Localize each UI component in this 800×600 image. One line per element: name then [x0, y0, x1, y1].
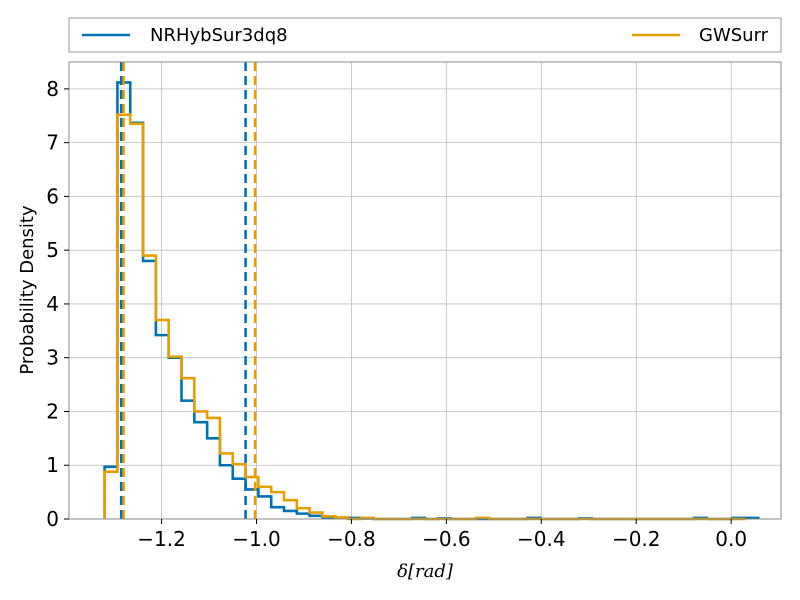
x-tick-label-0: −1.2: [137, 527, 186, 551]
x-tick-label-5: −0.2: [612, 527, 661, 551]
legend-label-gwsurr: GWSurr: [699, 25, 769, 46]
x-tick-label-3: −0.6: [422, 527, 471, 551]
y-axis: 0 1 2 3 4 5 6 7 8: [46, 77, 69, 531]
y-tick-label-6: 6: [46, 184, 59, 208]
y-tick-label-4: 4: [46, 292, 59, 316]
series-layer: [103, 62, 760, 521]
x-tick-label-2: −0.8: [327, 527, 376, 551]
x-axis-label: δ[rad]: [397, 561, 454, 582]
y-tick-label-3: 3: [46, 346, 59, 370]
legend-label-nrhybsur3dq8: NRHybSur3dq8: [150, 25, 288, 46]
histogram-step-nrhybsur3dq8: [103, 81, 760, 521]
x-tick-label-6: 0.0: [715, 527, 747, 551]
x-tick-label-4: −0.4: [517, 527, 566, 551]
y-tick-label-2: 2: [46, 399, 59, 423]
y-tick-label-5: 5: [46, 238, 59, 262]
y-tick-label-1: 1: [46, 453, 59, 477]
x-axis: −1.2 −1.0 −0.8 −0.6 −0.4 −0.2 0.0: [137, 519, 747, 551]
y-axis-label: Probability Density: [17, 205, 38, 375]
histogram-step-gwsurr: [103, 113, 746, 521]
grid: [69, 62, 781, 520]
y-tick-label-7: 7: [46, 131, 59, 155]
plot-frame: [68, 61, 782, 520]
y-tick-label-0: 0: [46, 507, 59, 531]
x-tick-label-1: −1.0: [232, 527, 281, 551]
y-tick-label-8: 8: [46, 77, 59, 101]
legend: NRHybSur3dq8 GWSurr: [68, 17, 782, 53]
